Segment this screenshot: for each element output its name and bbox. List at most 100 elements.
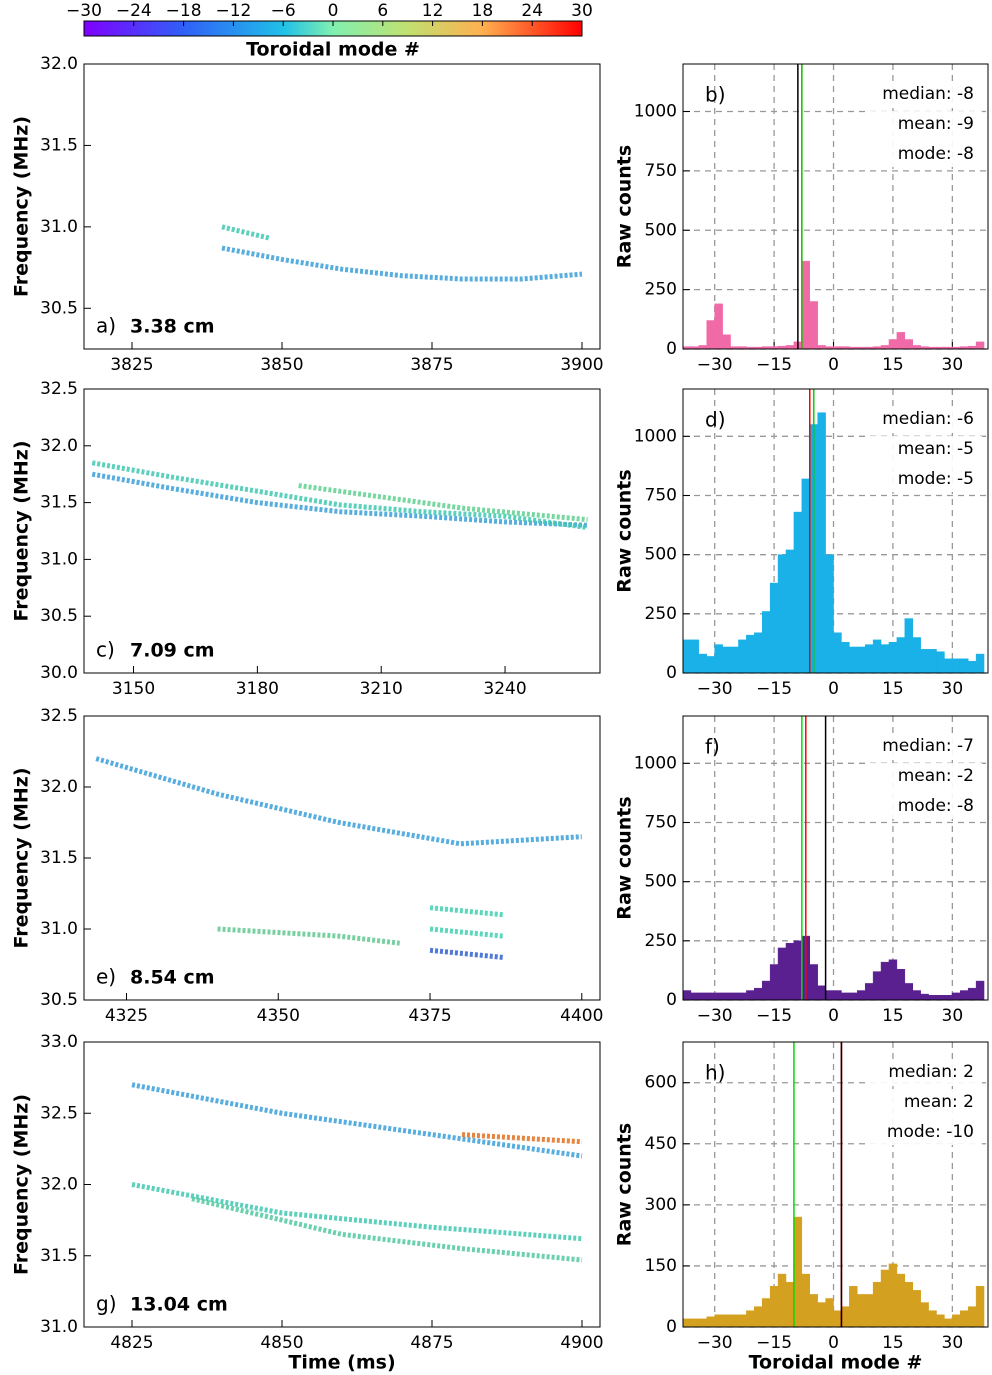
colorbar-tick-label: 30 [571, 1, 593, 21]
x-tick-label: 4325 [105, 1006, 148, 1026]
bar [975, 1286, 985, 1328]
bar [746, 1310, 755, 1328]
x-tick-label: 4900 [560, 1333, 603, 1353]
bar [785, 345, 795, 350]
y-tick-label: 500 [645, 220, 677, 240]
y-axis-label: Frequency (MHz) [11, 1094, 33, 1275]
y-tick-label: 31.5 [40, 493, 78, 513]
bar [785, 942, 795, 1001]
plot-area [83, 715, 601, 1001]
bar [904, 1281, 913, 1328]
bar [888, 641, 898, 674]
colorbar-tick-label: 0 [328, 1, 339, 21]
colorbar-tick-label: 24 [521, 1, 543, 21]
bar [801, 1273, 811, 1328]
y-axis-label: Raw counts [614, 469, 636, 592]
bar [833, 990, 842, 1001]
y-tick-label: 750 [645, 813, 677, 833]
x-axis-label: Toroidal mode # [749, 1352, 923, 1374]
bar [714, 644, 723, 674]
bar [730, 1314, 739, 1328]
stat-label: mean: -5 [898, 439, 974, 459]
colorbar-label: Toroidal mode # [246, 39, 420, 61]
y-tick-label: 32.0 [40, 54, 78, 74]
x-tick-label: 4350 [257, 1006, 300, 1026]
bar [793, 1216, 803, 1328]
bar [975, 653, 985, 674]
x-tick-label: 30 [942, 1006, 964, 1026]
y-tick-label: 0 [666, 339, 677, 359]
x-tick-label: 3875 [410, 355, 453, 375]
stat-box [868, 1089, 982, 1115]
stat-label: mean: 2 [904, 1092, 974, 1112]
bar [690, 1318, 700, 1328]
bar [952, 992, 961, 1001]
y-tick-label: 500 [645, 545, 677, 565]
stat-label: mean: -9 [898, 114, 974, 134]
y-tick-label: 33.0 [40, 1032, 78, 1052]
y-tick-label: 30.5 [40, 990, 78, 1010]
y-tick-label: 0 [666, 1317, 677, 1337]
bar [849, 992, 858, 1001]
x-tick-label: 0 [828, 1006, 839, 1026]
bar [738, 1314, 747, 1328]
x-tick-label: −30 [697, 355, 733, 375]
bar [967, 660, 977, 674]
mode-trace [429, 947, 504, 960]
x-tick-label: 4850 [260, 1333, 303, 1353]
bar [777, 1273, 787, 1328]
y-axis-label: Raw counts [614, 1123, 636, 1246]
x-tick-label: 4875 [410, 1333, 453, 1353]
distance-label: 13.04 cm [130, 1294, 228, 1316]
colorbar-tick-label: −30 [66, 1, 102, 21]
bar [777, 554, 787, 674]
bar [809, 1294, 818, 1328]
colorbar-tick-label: 18 [472, 1, 494, 21]
bar [864, 644, 874, 674]
bar [801, 260, 811, 350]
stat-label: median: 2 [888, 1062, 974, 1082]
bar [714, 1314, 723, 1328]
bar [754, 632, 763, 674]
plot-area [83, 388, 601, 674]
bar [761, 611, 771, 674]
bar [682, 990, 692, 1001]
x-tick-label: −30 [697, 679, 733, 699]
bar [738, 992, 747, 1001]
stat-label: mode: -10 [887, 1122, 974, 1142]
bar [841, 641, 850, 674]
y-axis-label: Frequency (MHz) [11, 116, 33, 297]
bar [904, 618, 913, 674]
stat-label: mode: -5 [898, 469, 974, 489]
bar [936, 651, 945, 674]
mode-trace [95, 756, 582, 847]
bar [857, 1294, 866, 1328]
y-tick-label: 32.0 [40, 1175, 78, 1195]
bar [920, 993, 929, 1001]
stat-label: median: -8 [882, 84, 974, 104]
y-axis-label: Raw counts [614, 796, 636, 919]
bar [975, 980, 985, 1001]
bar [967, 987, 977, 1001]
x-tick-label: 3850 [260, 355, 303, 375]
distance-label: 7.09 cm [130, 640, 215, 662]
distance-label: 8.54 cm [130, 967, 215, 989]
panel-label: b) [705, 83, 726, 107]
bar [928, 1310, 937, 1328]
bar [722, 334, 731, 350]
x-tick-label: 3825 [110, 355, 153, 375]
panel-label: e) [96, 965, 116, 989]
panel-label: d) [705, 408, 726, 432]
x-tick-label: 0 [828, 1333, 839, 1353]
mode-trace [221, 245, 583, 282]
x-tick-label: 4825 [110, 1333, 153, 1353]
bar [857, 646, 866, 674]
y-tick-label: 30.5 [40, 606, 78, 626]
bar [706, 1316, 715, 1328]
x-tick-label: 3900 [560, 355, 603, 375]
stat-box [868, 763, 982, 789]
frame [682, 63, 989, 350]
bar [730, 646, 739, 674]
bar [872, 639, 882, 674]
x-tick-label: −15 [756, 1006, 792, 1026]
